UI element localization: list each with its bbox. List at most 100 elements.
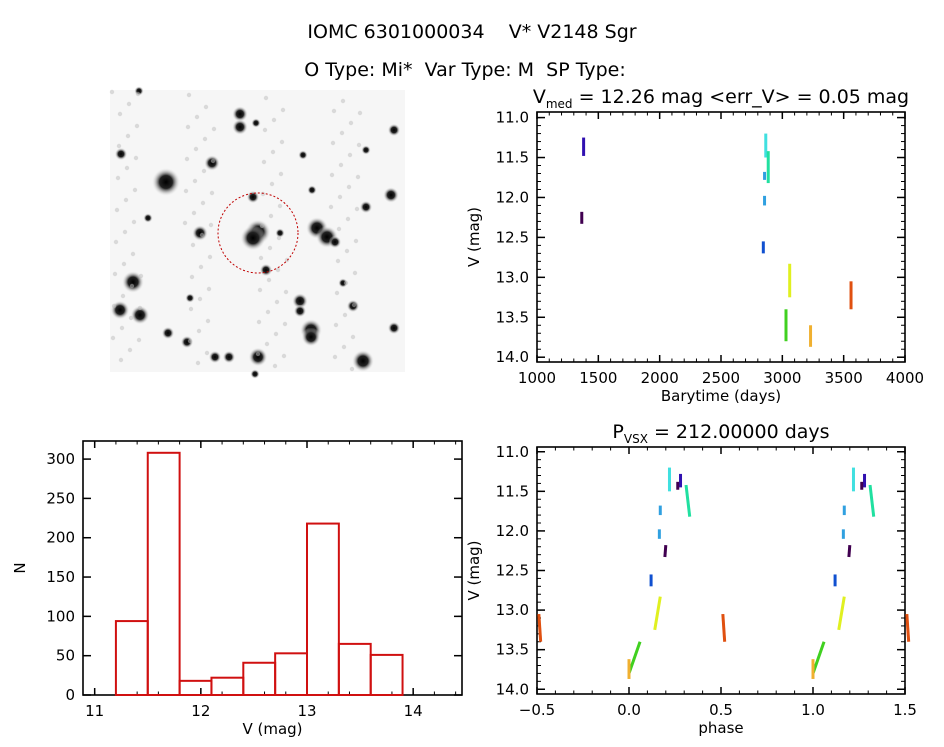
faint-star [137, 305, 143, 311]
faint-star [275, 267, 281, 273]
star [110, 300, 130, 320]
faint-star [332, 354, 338, 360]
plot-title: Vmed = 12.26 mag <err_V> = 0.05 mag [533, 86, 909, 111]
star [114, 147, 128, 161]
x-tick-label: 4000 [886, 369, 924, 387]
star [151, 167, 181, 197]
faint-star [187, 338, 193, 344]
x-tick-label: 2000 [641, 369, 679, 387]
faint-star [131, 219, 137, 225]
histogram-bar [337, 642, 372, 696]
y-axis-label: N [11, 562, 29, 573]
faint-star [281, 353, 287, 359]
faint-star [188, 306, 194, 312]
faint-star [335, 258, 341, 264]
star [298, 150, 308, 160]
faint-star [124, 165, 130, 171]
faint-star [353, 238, 359, 244]
faint-star [199, 232, 205, 238]
histogram-bar [146, 451, 181, 696]
faint-star [282, 321, 288, 327]
x-axis-label: phase [698, 719, 743, 737]
star [338, 278, 348, 288]
histogram-plot: 11 12 13 14 0 50 100 150 200 250 300 V (mag) N [11, 440, 463, 738]
faint-star [329, 172, 335, 178]
histogram-bar [178, 679, 213, 697]
faint-star [195, 360, 201, 366]
faint-star [134, 123, 140, 129]
title-main: P [612, 421, 623, 443]
faint-star [112, 271, 118, 277]
faint-star [193, 146, 199, 152]
star [351, 349, 375, 373]
star [180, 335, 194, 349]
faint-star [197, 296, 203, 302]
star [387, 321, 401, 335]
faint-star [333, 322, 339, 328]
star [293, 304, 307, 318]
y-tick-label: 0 [65, 686, 75, 704]
lightcurve-plot: 1000 1500 2000 2500 3000 3500 4000 11.0 11.5 12.0… [465, 86, 924, 405]
faint-star [266, 277, 272, 283]
faint-star [343, 280, 349, 286]
y-tick-label: 250 [46, 489, 75, 507]
y-tick-label: 14.0 [496, 348, 529, 366]
faint-star [345, 216, 351, 222]
y-axis-label: V (mag) [465, 207, 483, 267]
faint-star [210, 158, 216, 164]
faint-star [110, 335, 116, 341]
faint-star [338, 162, 344, 168]
faint-star [272, 363, 278, 369]
histogram-bar [210, 676, 245, 697]
faint-star [117, 111, 123, 117]
star [185, 293, 195, 303]
faint-star [119, 325, 125, 331]
x-tick-label: 1000 [518, 369, 556, 387]
faint-star [278, 171, 284, 177]
y-tick-label: 200 [46, 529, 75, 547]
faint-star [123, 197, 129, 203]
faint-star [194, 114, 200, 120]
data-points [537, 613, 543, 642]
faint-star [120, 293, 126, 299]
faint-star [263, 95, 269, 101]
faint-star [337, 194, 343, 200]
faint-star [204, 350, 210, 356]
faint-star [346, 184, 352, 190]
faint-star [182, 220, 188, 226]
faint-star [189, 274, 195, 280]
star [301, 327, 321, 347]
star [248, 347, 268, 367]
data-points [868, 484, 876, 517]
faint-star [348, 120, 354, 126]
faint-star [130, 251, 136, 257]
faint-star [122, 229, 128, 235]
data-points [627, 641, 642, 674]
faint-star [357, 110, 363, 116]
y-tick-label: 100 [46, 607, 75, 625]
faint-star [207, 254, 213, 260]
faint-star [121, 261, 127, 267]
faint-star [268, 213, 274, 219]
faint-star [328, 204, 334, 210]
faint-star [183, 188, 189, 194]
faint-star [133, 155, 139, 161]
faint-star [269, 181, 275, 187]
y-tick-label: 11.5 [496, 149, 529, 167]
star [232, 106, 248, 122]
x-tick-label: 1.5 [893, 701, 917, 719]
y-tick-label: 14.0 [496, 680, 529, 698]
data-points [721, 613, 727, 642]
faint-star [339, 130, 345, 136]
star [232, 119, 248, 135]
faint-star [198, 264, 204, 270]
x-axis-label: Barytime (days) [661, 387, 781, 405]
data-points [663, 545, 668, 558]
faint-star [342, 312, 348, 318]
star [359, 200, 373, 214]
faint-star [351, 302, 357, 308]
faint-star [138, 273, 144, 279]
faint-star [259, 223, 265, 229]
star [161, 326, 175, 340]
